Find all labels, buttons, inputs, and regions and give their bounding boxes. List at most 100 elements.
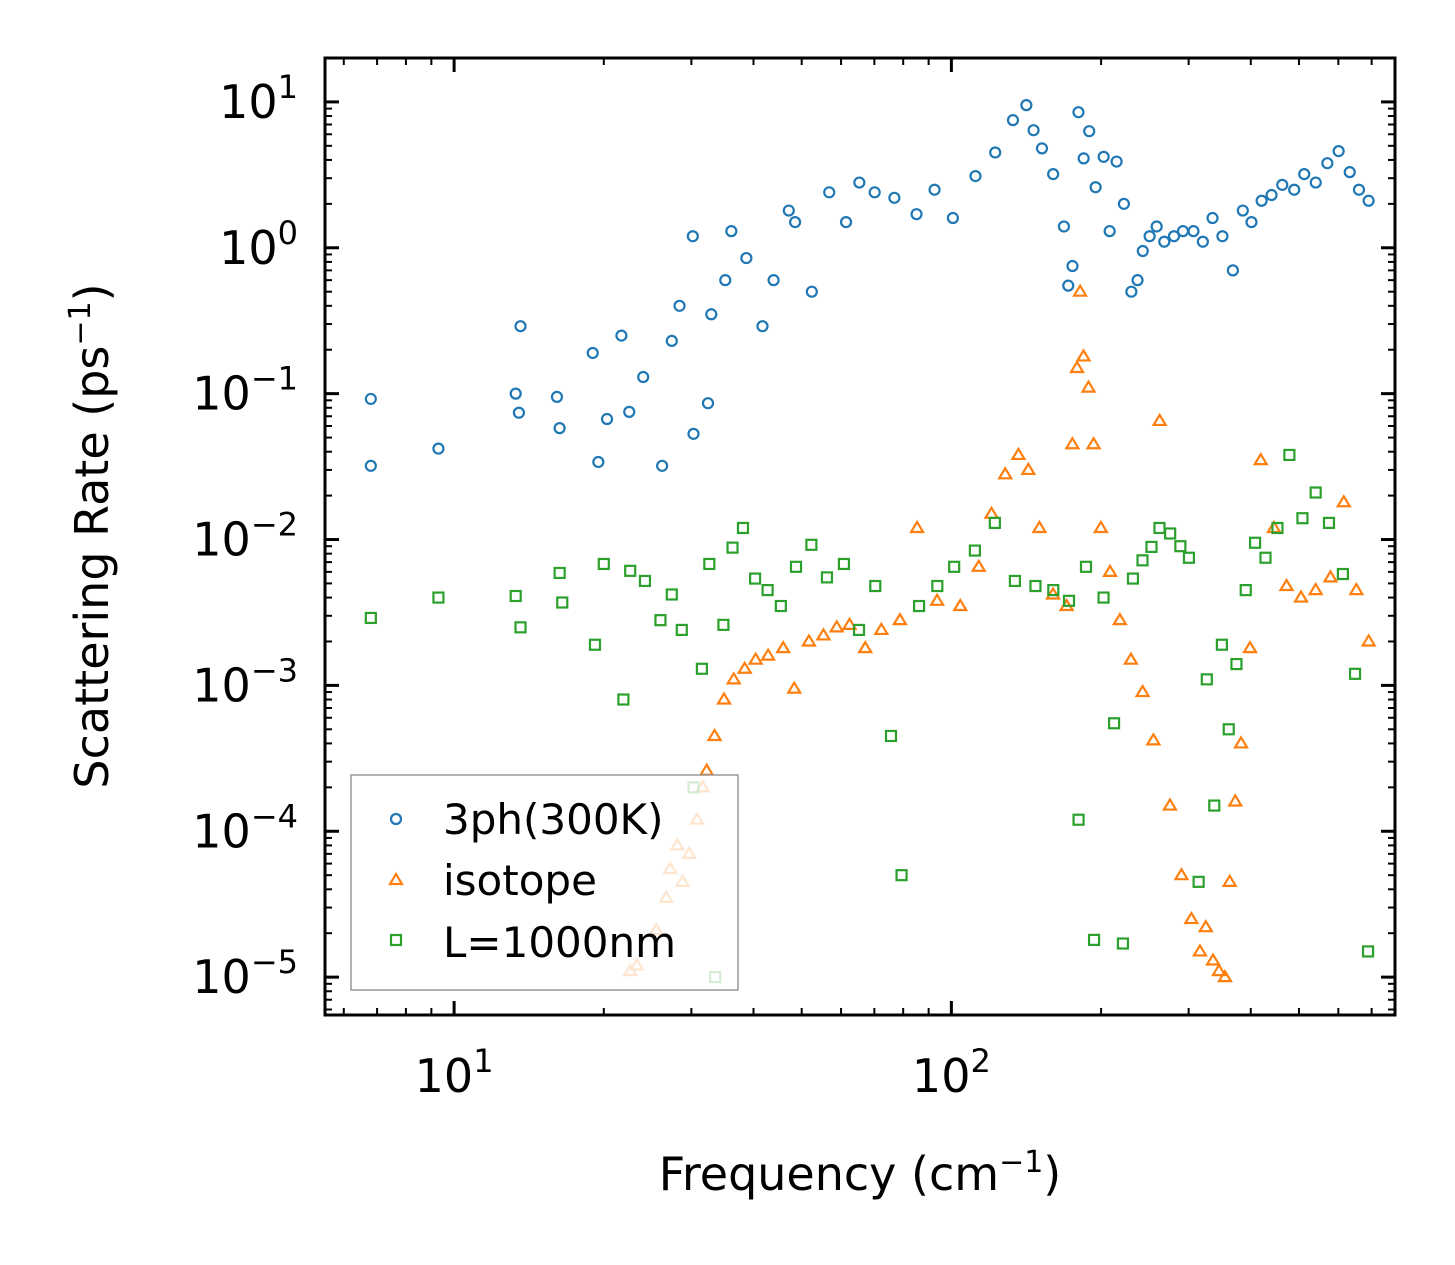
data-point bbox=[1227, 793, 1244, 807]
data-point bbox=[1008, 574, 1022, 588]
data-point bbox=[1348, 667, 1362, 680]
data-point bbox=[1010, 446, 1027, 461]
data-point bbox=[873, 621, 890, 636]
major-ticks bbox=[325, 58, 1395, 1015]
data-point bbox=[1222, 723, 1235, 736]
legend-item-3ph: 3ph(300K) bbox=[389, 795, 663, 844]
data-point bbox=[1077, 152, 1090, 165]
data-point bbox=[1183, 910, 1200, 925]
data-point bbox=[597, 557, 610, 571]
y-tick-label: 100 bbox=[219, 214, 298, 275]
data-point bbox=[588, 638, 602, 651]
data-point bbox=[852, 623, 866, 637]
data-point bbox=[1122, 651, 1139, 665]
data-point bbox=[1352, 183, 1366, 196]
data-point bbox=[1321, 157, 1334, 170]
legend-item-l1000nm: L=1000nm bbox=[389, 918, 676, 967]
data-point bbox=[749, 572, 762, 585]
data-point bbox=[1062, 594, 1076, 607]
data-point bbox=[969, 170, 982, 183]
data-point bbox=[891, 612, 908, 626]
data-point bbox=[912, 599, 926, 613]
data-point bbox=[1216, 968, 1233, 983]
data-point bbox=[432, 442, 445, 455]
data-point bbox=[364, 459, 377, 472]
legend: 3ph(300K) isotope L=1000nm bbox=[350, 774, 739, 991]
data-point bbox=[1116, 937, 1130, 950]
data-point bbox=[1111, 612, 1128, 626]
data-point bbox=[800, 633, 817, 647]
data-point bbox=[857, 640, 874, 654]
data-point bbox=[853, 176, 866, 189]
data-point bbox=[725, 225, 738, 238]
data-point bbox=[1047, 167, 1060, 181]
x-tick-labels: 101 102 bbox=[415, 1042, 991, 1103]
data-point bbox=[1158, 235, 1171, 248]
data-point bbox=[1206, 211, 1219, 225]
data-point bbox=[1236, 204, 1249, 217]
data-point bbox=[725, 671, 742, 685]
legend-label-isotope: isotope bbox=[443, 856, 597, 905]
data-point bbox=[1083, 125, 1096, 138]
data-point bbox=[1117, 197, 1131, 210]
data-point bbox=[1298, 167, 1311, 181]
data-point bbox=[1332, 145, 1345, 158]
data-point bbox=[1080, 379, 1097, 393]
data-point bbox=[1085, 436, 1102, 450]
data-point bbox=[514, 320, 527, 333]
data-point bbox=[841, 616, 858, 630]
data-point bbox=[1239, 584, 1252, 597]
data-point bbox=[1174, 540, 1187, 553]
data-point bbox=[1020, 461, 1037, 476]
data-point bbox=[760, 647, 777, 661]
data-point bbox=[509, 387, 522, 400]
data-point bbox=[1136, 554, 1149, 567]
data-point bbox=[1089, 181, 1102, 194]
data-point bbox=[600, 412, 614, 426]
data-point bbox=[705, 308, 718, 321]
data-point bbox=[1293, 589, 1309, 603]
data-point bbox=[1103, 225, 1116, 238]
data-point bbox=[1136, 244, 1149, 258]
data-point bbox=[1187, 225, 1200, 238]
data-point bbox=[1102, 563, 1119, 577]
data-point bbox=[1072, 283, 1089, 297]
data-point bbox=[1097, 591, 1110, 604]
data-point bbox=[1167, 230, 1181, 243]
data-point bbox=[701, 397, 715, 410]
data-point bbox=[837, 557, 851, 571]
y-tick-label: 10−2 bbox=[192, 506, 298, 567]
data-point bbox=[1066, 259, 1079, 273]
data-point bbox=[736, 521, 750, 535]
data-point bbox=[695, 662, 709, 675]
x-tick-label: 101 bbox=[415, 1042, 494, 1103]
data-point bbox=[1191, 943, 1208, 957]
data-point bbox=[946, 211, 959, 225]
y-tick-label: 10−4 bbox=[192, 797, 298, 858]
data-point bbox=[948, 560, 961, 573]
data-point bbox=[654, 614, 667, 627]
data-point bbox=[774, 599, 787, 613]
data-point bbox=[656, 459, 669, 472]
legend-marker-circle bbox=[389, 812, 403, 826]
data-point bbox=[828, 619, 845, 633]
data-point bbox=[1047, 584, 1060, 597]
data-point bbox=[1288, 183, 1301, 196]
data-point bbox=[1249, 536, 1262, 549]
data-point bbox=[839, 215, 853, 229]
data-point bbox=[909, 519, 925, 534]
data-point bbox=[1069, 359, 1085, 374]
data-point bbox=[509, 589, 522, 603]
data-point bbox=[1278, 577, 1295, 592]
data-point bbox=[1255, 194, 1268, 207]
data-point bbox=[1343, 166, 1356, 179]
data-point bbox=[1110, 155, 1123, 168]
data-point bbox=[1309, 486, 1322, 499]
legend-marker-triangle bbox=[388, 871, 404, 886]
y-tick-label: 10−3 bbox=[192, 651, 298, 712]
data-point bbox=[1361, 945, 1375, 958]
data-point bbox=[1192, 875, 1205, 888]
data-point bbox=[1211, 962, 1227, 977]
data-point bbox=[665, 588, 678, 601]
legend-label-l1000nm: L=1000nm bbox=[443, 918, 676, 967]
